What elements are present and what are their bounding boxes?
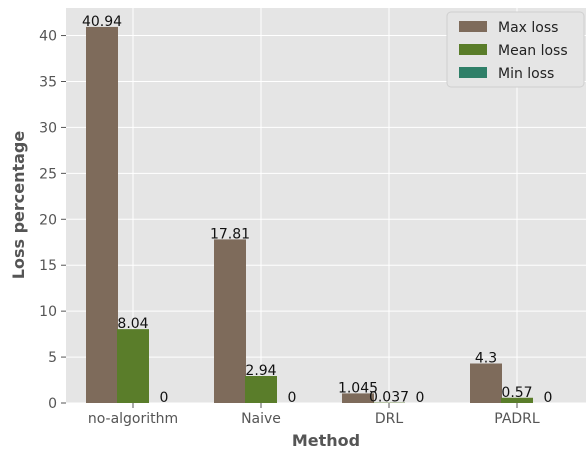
y-tick-label-2: 10	[39, 304, 57, 320]
y-tick-label-3: 15	[39, 258, 57, 274]
value-label-0-0: 40.94	[82, 14, 122, 30]
value-label-0-2: 1.045	[338, 380, 378, 396]
x-tick-label-1: Naive	[241, 411, 281, 427]
y-axis-title: Loss percentage	[9, 131, 28, 280]
bar-0-2	[342, 393, 374, 403]
value-label-2-0: 0	[160, 390, 169, 406]
legend: Max loss Mean loss Min loss	[446, 11, 585, 88]
bar-0-1	[214, 239, 246, 403]
bars-layer	[86, 26, 533, 404]
legend-label-1: Mean loss	[498, 43, 568, 59]
value-label-0-1: 17.81	[210, 226, 250, 242]
axes-layer: 0 5 10 15 20 25 30 35 40 no-algorithm Naive DRL PADR…	[39, 29, 540, 427]
legend-swatch-0	[459, 21, 487, 32]
y-tick-label-1: 5	[48, 350, 57, 366]
value-labels-layer: 40.94 17.81 1.045 4.3 8.04 2.94 0.037 0.57 0 0 0 0	[82, 14, 553, 406]
value-label-1-0: 8.04	[117, 316, 148, 332]
y-tick-label-5: 25	[39, 166, 57, 182]
bar-1-0	[117, 329, 149, 403]
legend-swatch-1	[459, 44, 487, 55]
value-label-2-2: 0	[416, 390, 425, 406]
y-tick-label-6: 30	[39, 120, 57, 136]
bar-1-1	[245, 375, 277, 403]
bar-1-3	[501, 397, 533, 403]
y-tick-label-0: 0	[48, 396, 57, 412]
value-label-1-1: 2.94	[245, 363, 276, 379]
legend-swatch-2	[459, 67, 487, 78]
bar-0-3	[470, 363, 502, 403]
x-axis-title: Method	[292, 431, 360, 450]
value-label-0-3: 4.3	[475, 351, 497, 367]
legend-label-2: Min loss	[498, 66, 554, 82]
legend-label-0: Max loss	[498, 20, 558, 36]
value-label-1-3: 0.57	[501, 385, 532, 401]
y-tick-label-7: 35	[39, 74, 57, 90]
y-tick-label-4: 20	[39, 212, 57, 228]
x-tick-label-0: no-algorithm	[88, 411, 178, 427]
x-tick-label-2: DRL	[375, 411, 404, 427]
value-label-2-3: 0	[544, 390, 553, 406]
value-label-1-2: 0.037	[369, 390, 409, 406]
y-tick-label-8: 40	[39, 29, 57, 45]
value-label-2-1: 0	[288, 390, 297, 406]
bar-0-0	[86, 26, 118, 404]
x-tick-label-3: PADRL	[494, 411, 540, 427]
